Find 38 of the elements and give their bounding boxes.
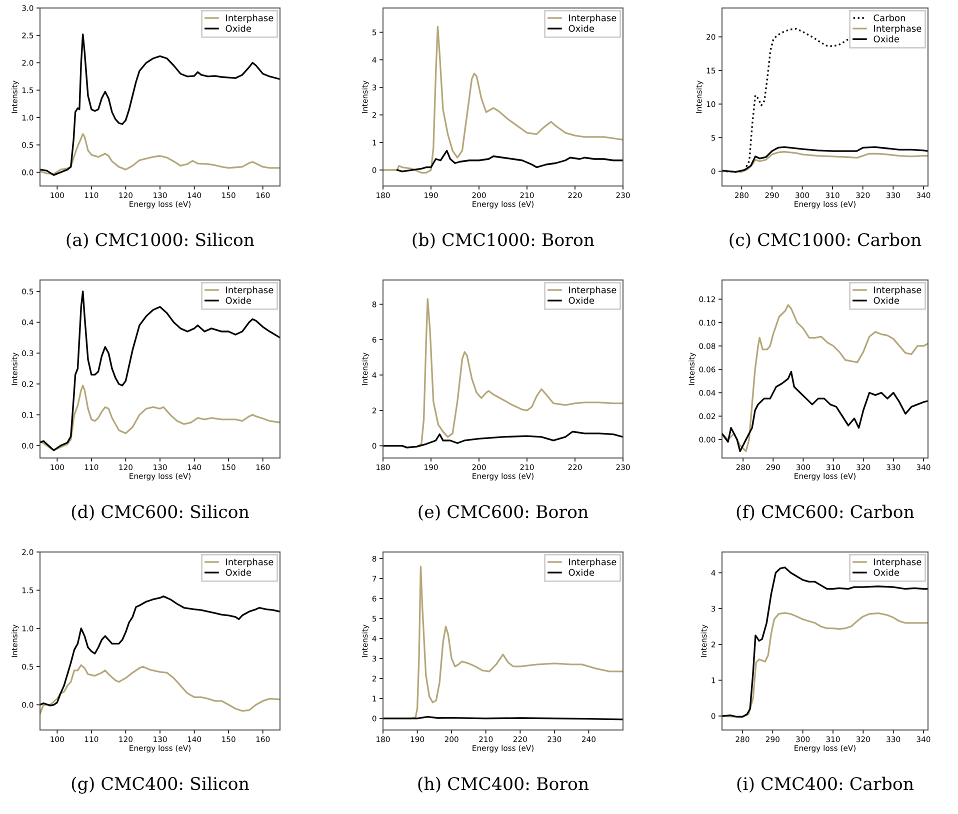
legend-label: Interphase (874, 558, 922, 568)
legend-label: Oxide (568, 296, 594, 304)
text: (c) CMC1000: Carbon (730, 232, 922, 249)
legend-label: Interphase (874, 286, 922, 296)
text: (f) CMC600: Carbon (736, 504, 914, 521)
text: (g) CMC400: Silicon (72, 776, 249, 794)
line-series (40, 133, 280, 175)
text: (e) CMC600: Boron (418, 504, 588, 521)
legend-label: Oxide (226, 296, 252, 304)
legend-label: Interphase (226, 14, 274, 24)
text: (d) CMC600: Silicon (72, 504, 249, 521)
legend-label: Oxide (874, 296, 900, 304)
line-series (722, 612, 928, 718)
legend-label: Interphase (569, 558, 616, 568)
line-series (40, 664, 280, 715)
legend-label: Oxide (568, 568, 594, 576)
legend-label: Interphase (226, 558, 274, 568)
legend-label: Interphase (569, 14, 616, 24)
line-series (722, 304, 928, 452)
legend-label: Oxide (226, 24, 252, 32)
legend-label: Carbon (874, 14, 906, 22)
line-series (40, 384, 280, 452)
legend-label: Oxide (874, 568, 900, 576)
line-series (722, 370, 928, 452)
legend-label: Interphase (226, 286, 274, 296)
line-series (40, 33, 280, 176)
legend-label: Oxide (874, 35, 900, 42)
line-series (383, 26, 623, 174)
text: (i) CMC400: Carbon (737, 776, 914, 793)
legend-label: Oxide (568, 24, 594, 32)
text: (a) CMC1000: Silicon (66, 232, 254, 249)
text: (h) CMC400: Boron (418, 776, 589, 793)
legend-label: Interphase (569, 286, 616, 296)
line-series (722, 150, 928, 173)
line-series (396, 150, 623, 172)
legend-label: Oxide (226, 568, 252, 576)
legend-label: Interphase (874, 24, 922, 34)
text: (b) CMC1000: Boron (412, 232, 594, 249)
